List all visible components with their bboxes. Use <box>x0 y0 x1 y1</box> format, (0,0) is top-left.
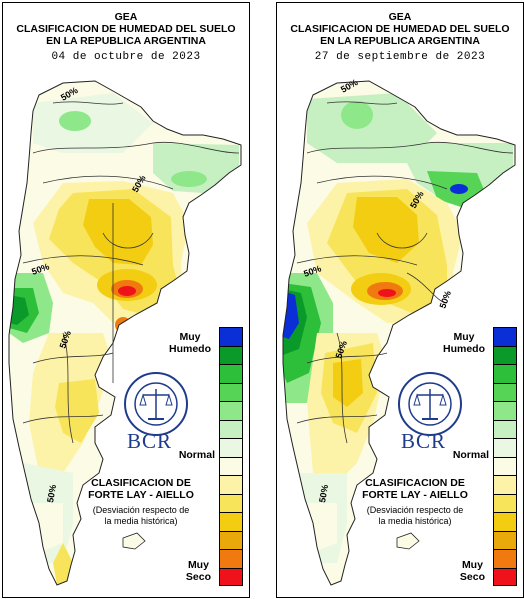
legend-swatch <box>493 345 517 364</box>
map-panel-september: 50% 50% 50% 50% 50% 50% GEA CLASIFICACIO… <box>276 2 524 598</box>
legend-wet-label: Muy Humedo <box>169 331 211 355</box>
legend-swatch <box>219 438 243 457</box>
legend-swatch <box>493 475 517 494</box>
soil-moisture-map: 50% 50% 50% 50% 50% 50% <box>282 77 516 586</box>
method-note: CLASIFICACION DE FORTE LAY - AIELLO (Des… <box>83 477 199 526</box>
bcr-seal-logo <box>124 372 188 436</box>
legend-swatch <box>219 549 243 568</box>
legend-swatch <box>493 549 517 568</box>
legend-wet-label: Muy Humedo <box>443 331 485 355</box>
method-line2: FORTE LAY - AIELLO <box>362 489 468 501</box>
legend-swatch <box>219 364 243 383</box>
method-line2: FORTE LAY - AIELLO <box>88 489 194 501</box>
bcr-logo-text: BCR <box>127 429 173 453</box>
legend-color-scale <box>219 327 243 586</box>
legend-swatch <box>219 456 243 475</box>
method-line4: la media histórica) <box>104 515 178 526</box>
bcr-seal-logo <box>398 372 462 436</box>
contour-label: 50% <box>317 484 330 503</box>
legend-swatch <box>219 419 243 438</box>
legend-normal-label: Normal <box>178 449 215 461</box>
org-name: GEA <box>114 11 138 23</box>
legend-swatch <box>493 401 517 420</box>
bcr-logo-text: BCR <box>401 429 447 453</box>
map-title-line2: EN LA REPUBLICA ARGENTINA <box>46 35 206 47</box>
legend-swatch <box>493 456 517 475</box>
legend-swatch <box>493 382 517 401</box>
legend-swatch <box>219 475 243 494</box>
map-date: 04 de octubre de 2023 <box>51 51 201 63</box>
legend-dry-label: Muy Seco <box>185 559 211 583</box>
legend-swatch <box>219 382 243 401</box>
legend-swatch <box>493 567 517 586</box>
map-date: 27 de septiembre de 2023 <box>314 51 486 63</box>
legend-swatch <box>493 327 517 346</box>
org-name: GEA <box>388 11 412 23</box>
legend-swatch <box>219 401 243 420</box>
legend-swatch <box>219 530 243 549</box>
method-line1: CLASIFICACION DE <box>91 477 191 489</box>
legend-swatch <box>219 327 243 346</box>
legend-swatch <box>493 438 517 457</box>
legend-dry-label: Muy Seco <box>459 559 485 583</box>
legend-color-scale <box>493 327 517 586</box>
legend-swatch <box>219 512 243 531</box>
method-line4: la media histórica) <box>378 515 452 526</box>
legend-swatch <box>493 419 517 438</box>
legend-swatch <box>219 567 243 586</box>
map-title-line2: EN LA REPUBLICA ARGENTINA <box>320 35 480 47</box>
method-line3: (Desviación respecto de <box>366 505 464 515</box>
legend-normal-label: Normal <box>452 449 489 461</box>
contour-label: 50% <box>437 289 453 309</box>
map-title-line1: CLASIFICACION DE HUMEDAD DEL SUELO <box>290 23 510 35</box>
contour-label: 50% <box>45 484 58 503</box>
map-title-line1: CLASIFICACION DE HUMEDAD DEL SUELO <box>16 23 236 35</box>
method-line3: (Desviación respecto de <box>92 505 190 515</box>
soil-moisture-map: 50% 50% 50% 50% 50% <box>8 80 242 586</box>
legend-swatch <box>493 530 517 549</box>
legend-swatch <box>219 345 243 364</box>
legend-swatch <box>493 364 517 383</box>
legend-swatch <box>219 493 243 512</box>
method-line1: CLASIFICACION DE <box>365 477 465 489</box>
map-panel-october: 50% 50% 50% 50% 50% GEA CLASIFICACION DE… <box>2 2 250 598</box>
legend-swatch <box>493 512 517 531</box>
legend-swatch <box>493 493 517 512</box>
method-note: CLASIFICACION DE FORTE LAY - AIELLO (Des… <box>357 477 473 526</box>
